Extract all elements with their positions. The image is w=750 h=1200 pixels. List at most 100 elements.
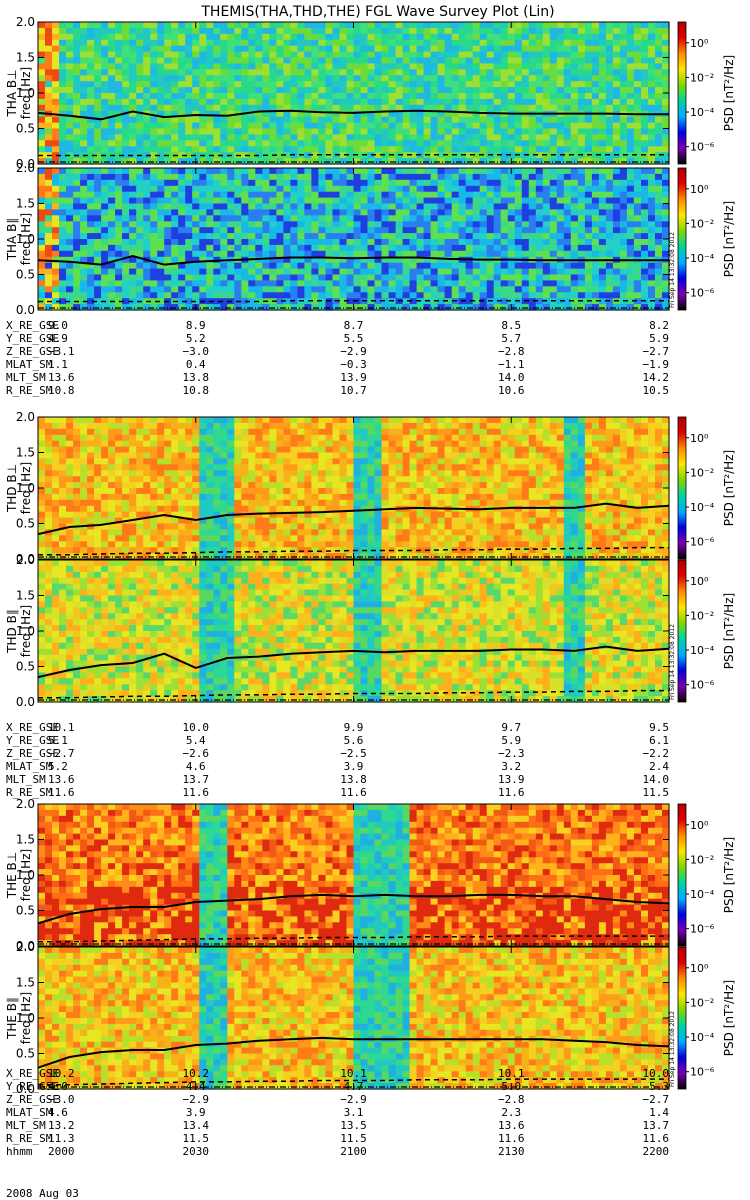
ephemeris-value: 11.5 (183, 1132, 210, 1145)
ephemeris-row-name: MLT_SM (6, 773, 46, 786)
y-tick-label: 0.0 (16, 157, 35, 171)
ephemeris-value: −3.1 (48, 345, 75, 358)
colorbar-label: PSD [nT²/Hz] (722, 837, 736, 913)
colorbar-tick-label: 10⁻² (690, 466, 714, 479)
ephemeris-value: 14.2 (643, 371, 670, 384)
ephemeris-value: 0.4 (186, 358, 206, 371)
ephemeris-value: 5.6 (344, 734, 364, 747)
ephemeris-row-name: X_RE_GSE (6, 319, 59, 332)
ephemeris-value: 1.4 (649, 1106, 669, 1119)
y-tick-label: 1.5 (16, 976, 35, 990)
ephemeris-row-name: hhmm (6, 1145, 33, 1158)
y-tick-label: 1.5 (16, 589, 35, 603)
spectrogram-panel: 0.0 0.5 1.0 1.5 2.0 THD B⊥ freq [Hz] 10⁰ 10⁻² 10⁻… (5, 410, 736, 566)
colorbar-label: PSD [nT²/Hz] (722, 593, 736, 669)
spectrogram-panel: 0.0 0.5 1.0 1.5 2.0 THA B∥ freq [Hz] 10⁰ 10⁻² 10⁻… (5, 161, 736, 317)
ephemeris-row-name: MLT_SM (6, 1119, 46, 1132)
ephemeris-value: 5.7 (501, 332, 521, 345)
ephemeris-row-name: X_RE_GSE (6, 1067, 59, 1080)
ephemeris-value: −3.0 (183, 345, 210, 358)
ephemeris-row-name: MLT_SM (6, 371, 46, 384)
y-tick-label: 0.5 (16, 268, 35, 282)
ephemeris-value: 4.6 (186, 760, 206, 773)
ephemeris-value: 11.6 (340, 786, 367, 799)
y-axis-unit-label: freq [Hz] (19, 67, 33, 119)
y-axis-probe-label: THA B∥ (5, 218, 19, 262)
ephemeris-value: 9.0 (48, 319, 68, 332)
timestamp-stamp: Fri Sep 14 13:32:08 2012 (669, 624, 676, 700)
ephemeris-value: 5.2 (48, 760, 68, 773)
timestamp-stamp: Fri Sep 14 13:32:08 2012 (669, 232, 676, 308)
ephemeris-value: −2.8 (498, 1093, 525, 1106)
ephemeris-value: 10.8 (183, 384, 210, 397)
spectrogram-panel: 0.0 0.5 1.0 1.5 2.0 THE B⊥ freq [Hz] 10⁰ 10⁻² 10⁻… (5, 797, 736, 953)
y-tick-label: 0.5 (16, 122, 35, 136)
y-tick-label: 0.0 (16, 303, 35, 317)
ephemeris-row-name: Z_RE_GSE (6, 1093, 59, 1106)
colorbar-tick-label: 10⁻⁴ (690, 1031, 715, 1044)
ephemeris-value: 4.9 (48, 332, 68, 345)
dashed-frequency-line (38, 935, 669, 943)
ephemeris-value: 3.2 (501, 760, 521, 773)
colorbar-tick-label: 10⁻² (690, 217, 714, 230)
y-axis-probe-label: THE B∥ (5, 997, 19, 1040)
colorbar-tick-label: 10⁻⁴ (690, 501, 715, 514)
colorbar-tick-label: 10⁻⁶ (690, 1066, 715, 1079)
ephemeris-value: −3.0 (48, 1093, 75, 1106)
y-tick-label: 0.0 (16, 939, 35, 953)
y-tick-label: 0.5 (16, 660, 35, 674)
solid-frequency-line (37, 502, 670, 536)
ephemeris-value: −1.1 (498, 358, 525, 371)
colorbar-tick-label: 10⁻⁶ (690, 923, 715, 936)
ephemeris-value: 13.9 (498, 773, 525, 786)
ephemeris-value: 9.5 (649, 721, 669, 734)
ephemeris-value: 4.6 (48, 1106, 68, 1119)
y-tick-label: 1.5 (16, 51, 35, 65)
ephemeris-value: 2100 (340, 1145, 367, 1158)
spectrogram-heatmap (38, 947, 670, 1090)
colorbar: 10⁰ 10⁻² 10⁻⁴ 10⁻⁶ PSD [nT²/Hz] (677, 946, 736, 1090)
ephemeris-value: −0.3 (340, 358, 367, 371)
colorbar-tick-label: 10⁻⁶ (690, 536, 715, 549)
ephemeris-row-name: MLAT_SM (6, 358, 53, 371)
colorbar-tick-label: 10⁻² (690, 609, 714, 622)
colorbar-tick-label: 10⁰ (690, 575, 709, 588)
ephemeris-value: 2200 (643, 1145, 670, 1158)
ephemeris-value: −2.5 (340, 747, 367, 760)
ephemeris-value: 14.0 (498, 371, 525, 384)
colorbar-label: PSD [nT²/Hz] (722, 55, 736, 131)
ephemeris-value: 3.9 (186, 1106, 206, 1119)
ephemeris-row-name: MLAT_SM (6, 1106, 53, 1119)
colorbar: 10⁰ 10⁻² 10⁻⁴ 10⁻⁶ PSD [nT²/Hz] (677, 416, 736, 560)
ephemeris-value: 10.2 (48, 1067, 75, 1080)
colorbar-tick-label: 10⁰ (690, 432, 709, 445)
ephemeris-row-name: Z_RE_GSE (6, 747, 59, 760)
ephemeris-value: 10.1 (48, 721, 75, 734)
ephemeris-value: 11.3 (48, 1132, 75, 1145)
colorbar: 10⁰ 10⁻² 10⁻⁴ 10⁻⁶ PSD [nT²/Hz] (677, 167, 736, 311)
y-tick-label: 2.0 (16, 797, 35, 811)
spectrogram-panel: 0.0 0.5 1.0 1.5 2.0 THE B∥ freq [Hz] 10⁰ 10⁻² 10⁻… (5, 940, 736, 1096)
y-tick-label: 1.5 (16, 446, 35, 460)
y-tick-label: 1.5 (16, 833, 35, 847)
spectrogram-panel: 0.0 0.5 1.0 1.5 2.0 THD B∥ freq [Hz] 10⁰ 10⁻² 10⁻… (5, 553, 736, 709)
colorbar-tick-label: 10⁻⁴ (690, 252, 715, 265)
colorbar: 10⁰ 10⁻² 10⁻⁴ 10⁻⁶ PSD [nT²/Hz] (677, 803, 736, 947)
colorbar-tick-label: 10⁻⁶ (690, 287, 715, 300)
ephemeris-value: 10.1 (340, 1067, 367, 1080)
solid-frequency-line (37, 109, 669, 121)
timestamp-stamp: Fri Sep 14 13:32:08 2012 (669, 1011, 676, 1087)
ephemeris-value: 8.5 (501, 319, 521, 332)
dashed-frequency-line (38, 154, 669, 157)
ephemeris-value: 10.5 (643, 384, 670, 397)
ephemeris-row-name: MLAT_SM (6, 760, 53, 773)
y-tick-label: 2.0 (16, 410, 35, 424)
y-tick-label: 1.0 (16, 868, 35, 882)
ephemeris-row-name: Y_RE_GSE (6, 332, 59, 345)
ephemeris-value: 5.1 (48, 734, 68, 747)
ephemeris-value: 10.1 (498, 1067, 525, 1080)
ephemeris-value: −2.8 (498, 345, 525, 358)
